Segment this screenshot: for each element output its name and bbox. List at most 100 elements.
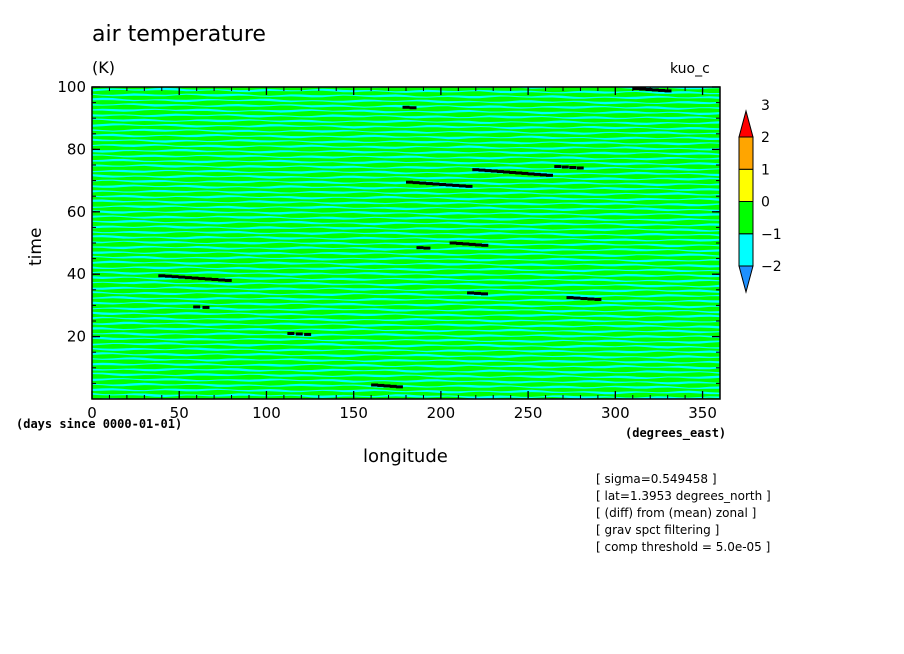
band-level-minus1	[92, 128, 720, 135]
note-line: [ grav spct filtering ]	[596, 523, 720, 537]
y-tick-label: 100	[57, 78, 86, 96]
band-level-minus1	[92, 215, 720, 222]
band-level-minus1	[92, 307, 720, 314]
band-level-minus1	[92, 291, 720, 298]
colorbar-label: −2	[761, 259, 782, 275]
band-level-minus1	[92, 296, 720, 303]
band-level-minus1	[92, 372, 720, 379]
band-level-minus1	[92, 281, 720, 288]
band-level-minus1	[92, 240, 720, 248]
y-axis-label: time	[26, 227, 46, 266]
band-level-minus1	[92, 78, 720, 84]
chart-title: air temperature	[92, 22, 266, 47]
colorbar-box	[738, 201, 754, 235]
low-value-patch	[287, 331, 312, 336]
band-level-minus1	[92, 62, 720, 68]
low-value-patch	[416, 246, 431, 250]
note-line: [ (diff) from (mean) zonal ]	[596, 506, 757, 520]
band-level-minus1	[92, 149, 720, 156]
band-level-minus1	[92, 368, 720, 374]
band-level-minus1	[92, 48, 720, 55]
band-level-minus1	[92, 327, 720, 334]
band-level-minus1	[92, 225, 720, 232]
band-level-minus1	[92, 276, 720, 283]
x-tick-label: 300	[601, 404, 630, 422]
band-level-minus1	[92, 382, 720, 389]
band-level-minus1	[92, 1, 720, 7]
x-tick-label: 50	[170, 404, 189, 422]
band-level-minus1	[92, 199, 720, 207]
band-level-minus1	[92, 219, 720, 227]
low-value-patch	[402, 105, 417, 110]
run-name: kuo_c	[670, 61, 710, 77]
band-level-minus1	[92, 169, 720, 177]
band-level-minus1	[92, 87, 720, 95]
band-level-minus1	[92, 342, 720, 349]
chart-units: (K)	[92, 58, 115, 77]
band-level-minus1	[92, 164, 720, 171]
band-level-minus1	[92, 352, 720, 359]
y-tick-label: 60	[67, 203, 86, 221]
band-level-minus1	[92, 194, 720, 202]
band-level-minus1	[92, 311, 720, 318]
colorbar-arrow-high	[738, 109, 754, 138]
band-level-minus1	[92, 316, 720, 324]
band-level-minus1	[92, 68, 720, 75]
note-line: [ lat=1.3953 degrees_north ]	[596, 489, 771, 503]
band-level-minus1	[92, 388, 720, 395]
x-tick-label: 0	[87, 404, 97, 422]
colorbar-label: 2	[761, 130, 770, 146]
band-level-minus1	[92, 138, 720, 146]
x-tick-label: 150	[339, 404, 368, 422]
low-value-patch	[566, 296, 602, 301]
colorbar-arrow-low	[738, 265, 754, 294]
band-level-minus1	[92, 286, 720, 293]
low-value-patch	[158, 274, 232, 282]
band-level-minus1	[92, 347, 720, 354]
x-tick-label: 350	[688, 404, 717, 422]
band-level-minus1	[92, 251, 720, 257]
band-level-minus1	[92, 245, 720, 253]
colorbar-label: 3	[761, 98, 770, 114]
colorbar-box	[738, 168, 754, 202]
band-level-minus1	[92, 336, 720, 344]
band-level-minus1	[92, 255, 720, 263]
colorbar-label: −1	[761, 227, 782, 243]
band-level-minus1	[92, 189, 720, 196]
band-level-minus1	[92, 93, 720, 100]
band-level-minus1	[92, 12, 720, 18]
x-tick-label: 250	[514, 404, 543, 422]
band-level-minus1	[92, 144, 720, 151]
band-level-minus1	[92, 53, 720, 59]
band-level-minus1	[92, 357, 720, 364]
band-level-minus1	[92, 266, 720, 273]
band-level-minus1	[92, 301, 720, 309]
field-bands	[92, 1, 720, 399]
band-level-minus1	[92, 378, 720, 385]
band-level-minus1	[92, 6, 720, 13]
band-level-minus1	[92, 133, 720, 140]
colorbar-label: 0	[761, 195, 770, 211]
band-level-minus1	[92, 158, 720, 166]
low-value-patch	[467, 291, 489, 296]
x-tick-label: 100	[252, 404, 281, 422]
band-level-minus1	[92, 123, 720, 130]
band-level-minus1	[92, 58, 720, 64]
low-value-patch	[371, 383, 403, 389]
band-level-minus1	[92, 210, 720, 217]
band-level-minus1	[92, 97, 720, 105]
low-value-patch	[193, 305, 210, 309]
low-value-patch	[449, 241, 489, 247]
note-line: [ comp threshold = 5.0e-05 ]	[596, 540, 771, 554]
band-level-minus1	[92, 205, 720, 212]
band-level-minus1	[92, 184, 720, 191]
x-axis-units: (degrees_east)	[625, 426, 727, 440]
y-tick-label: 40	[67, 265, 86, 283]
colorbar-label: 1	[761, 162, 770, 178]
band-level-minus1	[92, 321, 720, 329]
band-level-minus1	[92, 332, 720, 339]
x-axis-label: longitude	[363, 446, 448, 467]
low-value-patch	[406, 180, 473, 188]
time-origin-note: (days since 0000-01-01)	[16, 417, 183, 431]
low-value-patch	[472, 168, 553, 177]
